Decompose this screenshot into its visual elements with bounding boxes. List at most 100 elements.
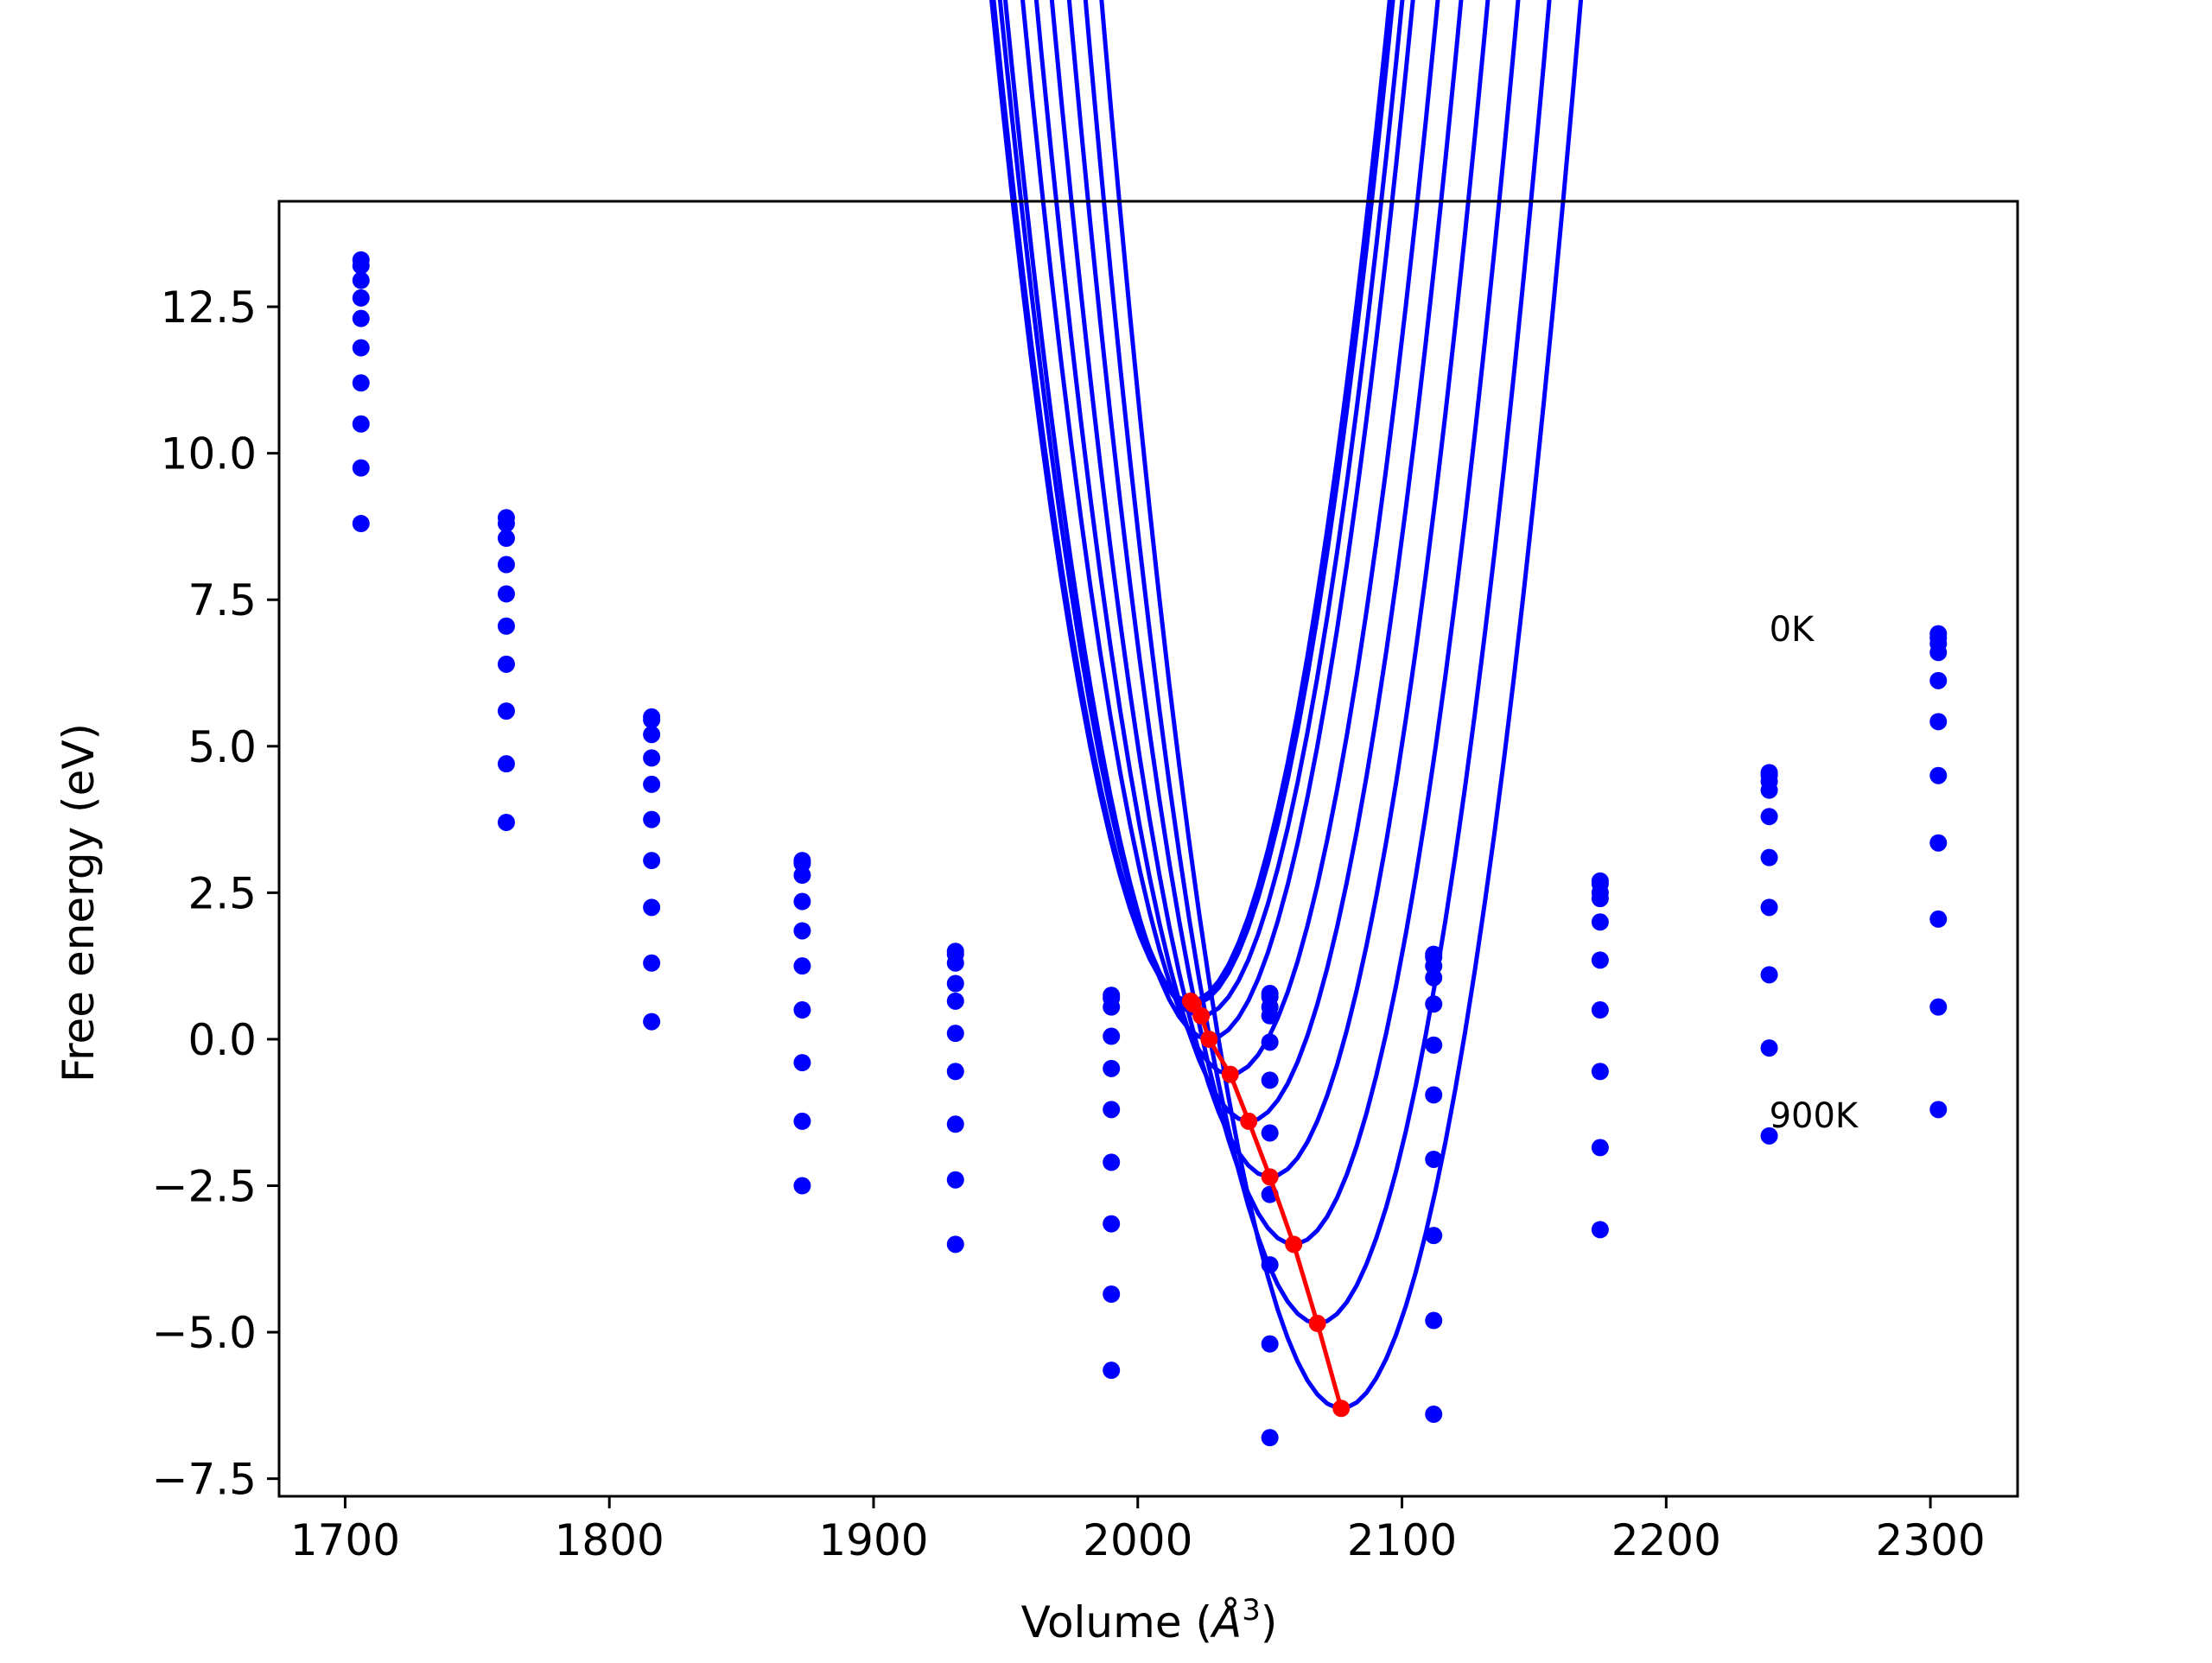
data-point-3-5 bbox=[1103, 1027, 1121, 1045]
data-point-4-2 bbox=[643, 775, 661, 793]
fit-curve-9 bbox=[1099, 0, 1584, 1411]
data-point-5-10 bbox=[1929, 713, 1948, 731]
minimum-point-4 bbox=[1221, 1065, 1239, 1083]
data-point-5-9 bbox=[1760, 848, 1778, 866]
data-point-8-4 bbox=[946, 1171, 964, 1189]
data-point-9-6 bbox=[1261, 1335, 1279, 1353]
data-point-4-4 bbox=[946, 992, 964, 1010]
data-point-6-2 bbox=[643, 852, 661, 870]
y-tick-label-1: −5.0 bbox=[152, 1308, 257, 1358]
x-tick-label-0: 1700 bbox=[290, 1515, 400, 1565]
annotation-0: 0K bbox=[1770, 610, 1815, 650]
data-point-5-1 bbox=[497, 617, 515, 635]
data-point-4-10 bbox=[1929, 671, 1948, 689]
y-tick-label-3: 0.0 bbox=[188, 1015, 257, 1065]
data-point-3-7 bbox=[1425, 968, 1443, 987]
axes-frame bbox=[277, 200, 2019, 1498]
data-point-8-5 bbox=[1103, 1285, 1121, 1303]
data-point-7-2 bbox=[643, 898, 661, 917]
data-point-4-6 bbox=[1261, 1033, 1279, 1051]
data-point-7-7 bbox=[1425, 1150, 1443, 1168]
y-tick-label-6: 7.5 bbox=[188, 575, 257, 625]
fit-curve-5 bbox=[1033, 0, 1464, 1124]
data-point-2-0 bbox=[352, 271, 370, 289]
x-tick-label-1: 1800 bbox=[555, 1515, 664, 1565]
axis-labels: Volume (Å3) Free energy (eV) bbox=[54, 723, 1277, 1647]
data-point-9-3 bbox=[793, 1177, 811, 1195]
minimum-point-6 bbox=[1261, 1168, 1279, 1186]
data-point-7-4 bbox=[946, 1115, 964, 1133]
data-point-3-3 bbox=[793, 892, 811, 911]
data-point-8-8 bbox=[1591, 1139, 1609, 1157]
data-point-7-3 bbox=[793, 1054, 811, 1072]
data-point-1-1 bbox=[497, 515, 515, 533]
data-point-3-0 bbox=[352, 289, 370, 307]
data-point-2-2 bbox=[643, 726, 661, 744]
data-point-5-2 bbox=[643, 810, 661, 828]
data-point-8-3 bbox=[793, 1112, 811, 1130]
annotations: 0K 900K bbox=[1770, 610, 1859, 1136]
data-point-5-4 bbox=[946, 1025, 964, 1043]
data-point-4-9 bbox=[1760, 808, 1778, 826]
data-point-1-0 bbox=[352, 257, 370, 275]
data-point-2-3 bbox=[793, 866, 811, 885]
data-point-6-10 bbox=[1929, 766, 1948, 784]
data-point-7-5 bbox=[1103, 1215, 1121, 1233]
data-point-9-8 bbox=[1591, 1221, 1609, 1239]
data-point-7-10 bbox=[1929, 834, 1948, 852]
y-tick-label-8: 12.5 bbox=[161, 282, 257, 333]
data-point-3-6 bbox=[1261, 1006, 1279, 1025]
data-point-extra-0 bbox=[1425, 1406, 1443, 1424]
minimum-point-3 bbox=[1200, 1030, 1218, 1048]
data-point-8-9 bbox=[1760, 1039, 1778, 1057]
minimum-point-9 bbox=[1332, 1400, 1351, 1418]
data-point-7-0 bbox=[352, 415, 370, 433]
data-point-9-2 bbox=[643, 1012, 661, 1031]
data-point-5-8 bbox=[1591, 951, 1609, 969]
data-point-9-1 bbox=[497, 813, 515, 831]
fit-curve-3 bbox=[1002, 0, 1415, 1042]
minimum-point-2 bbox=[1192, 1006, 1211, 1025]
data-point-9-0 bbox=[352, 515, 370, 533]
data-point-9-9 bbox=[1760, 1127, 1778, 1145]
data-point-8-1 bbox=[497, 755, 515, 773]
data-point-4-3 bbox=[793, 922, 811, 940]
data-point-3-2 bbox=[643, 749, 661, 767]
minimum-point-8 bbox=[1308, 1314, 1326, 1332]
data-point-6-4 bbox=[946, 1063, 964, 1081]
data-point-6-7 bbox=[1425, 1086, 1443, 1104]
x-axis-label: Volume (Å3) bbox=[1021, 1593, 1278, 1647]
data-point-6-6 bbox=[1261, 1124, 1279, 1142]
data-point-5-3 bbox=[793, 957, 811, 975]
data-point-8-10 bbox=[1929, 910, 1948, 928]
y-tick-label-2: −2.5 bbox=[152, 1162, 257, 1212]
data-point-6-8 bbox=[1591, 1001, 1609, 1019]
data-point-1-2 bbox=[643, 711, 661, 729]
fit-curve-4 bbox=[1020, 0, 1440, 1077]
data-point-8-7 bbox=[1425, 1227, 1443, 1245]
data-point-6-0 bbox=[352, 374, 370, 392]
data-point-9-5 bbox=[1103, 1362, 1121, 1380]
data-point-6-9 bbox=[1760, 898, 1778, 917]
y-axis-label: Free energy (eV) bbox=[54, 723, 104, 1082]
x-tick-label-2: 1900 bbox=[818, 1515, 928, 1565]
axis-ticks: 1700 1800 1900 2000 2100 2200 2300 −7.5 −5.0 −2.5… bbox=[152, 282, 1986, 1565]
fit-curve-7 bbox=[1066, 0, 1521, 1247]
data-point-9-4 bbox=[946, 1235, 964, 1254]
data-point-9-7 bbox=[1425, 1311, 1443, 1330]
data-point-2-4 bbox=[946, 954, 964, 972]
data-point-7-1 bbox=[497, 702, 515, 720]
data-point-7-9 bbox=[1760, 966, 1778, 984]
minimum-point-7 bbox=[1285, 1235, 1303, 1254]
x-tick-label-4: 2100 bbox=[1347, 1515, 1457, 1565]
y-tick-label-7: 10.0 bbox=[161, 429, 257, 479]
y-tick-label-4: 2.5 bbox=[188, 868, 257, 918]
plot-frame bbox=[277, 200, 2019, 1498]
data-point-5-7 bbox=[1425, 1036, 1443, 1054]
annotation-1: 900K bbox=[1770, 1096, 1859, 1136]
data-point-extra-1 bbox=[1261, 1429, 1279, 1447]
data-point-4-5 bbox=[1103, 1059, 1121, 1077]
data-point-3-8 bbox=[1591, 890, 1609, 908]
